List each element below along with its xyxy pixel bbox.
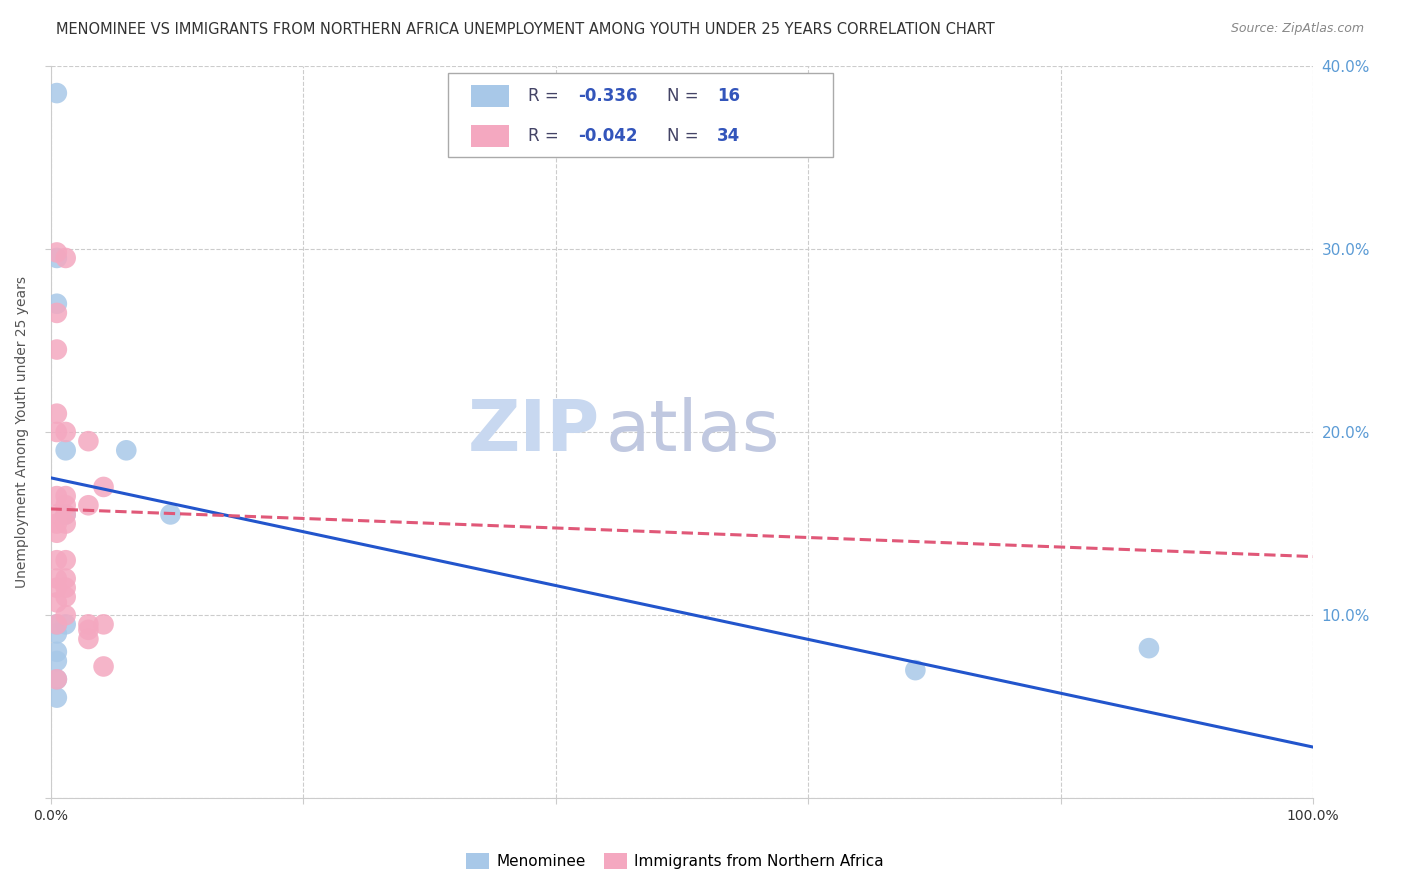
Point — [45, 425, 67, 439]
Point — [45, 86, 67, 100]
Point — [77, 498, 100, 512]
FancyBboxPatch shape — [449, 73, 834, 157]
Point — [45, 251, 67, 265]
Text: 34: 34 — [717, 128, 741, 145]
Point — [45, 690, 67, 705]
Point — [1137, 641, 1160, 656]
Text: -0.336: -0.336 — [578, 87, 638, 104]
Point — [55, 617, 77, 632]
Point — [55, 443, 77, 458]
Point — [45, 297, 67, 311]
Point — [45, 572, 67, 586]
Point — [45, 673, 67, 687]
FancyBboxPatch shape — [471, 85, 509, 107]
Text: MENOMINEE VS IMMIGRANTS FROM NORTHERN AFRICA UNEMPLOYMENT AMONG YOUTH UNDER 25 Y: MENOMINEE VS IMMIGRANTS FROM NORTHERN AF… — [56, 22, 995, 37]
FancyBboxPatch shape — [471, 125, 509, 147]
Point — [77, 632, 100, 646]
Point — [55, 425, 77, 439]
Point — [45, 489, 67, 503]
Point — [93, 659, 115, 673]
Text: 16: 16 — [717, 87, 740, 104]
Point — [55, 553, 77, 567]
Point — [45, 525, 67, 540]
Point — [93, 480, 115, 494]
Point — [45, 245, 67, 260]
Point — [45, 407, 67, 421]
Point — [45, 595, 67, 609]
Point — [45, 626, 67, 640]
Point — [904, 663, 927, 677]
Point — [45, 508, 67, 522]
Point — [77, 434, 100, 449]
Point — [55, 581, 77, 595]
Point — [115, 443, 138, 458]
Point — [45, 617, 67, 632]
Point — [45, 343, 67, 357]
Point — [55, 251, 77, 265]
Point — [55, 590, 77, 604]
Point — [45, 645, 67, 659]
Point — [55, 608, 77, 623]
Y-axis label: Unemployment Among Youth under 25 years: Unemployment Among Youth under 25 years — [15, 276, 30, 588]
Text: Source: ZipAtlas.com: Source: ZipAtlas.com — [1230, 22, 1364, 36]
Point — [77, 617, 100, 632]
Point — [77, 623, 100, 637]
Point — [55, 508, 77, 522]
Point — [55, 516, 77, 531]
Point — [45, 617, 67, 632]
Point — [45, 553, 67, 567]
Text: N =: N = — [666, 128, 703, 145]
Text: R =: R = — [527, 128, 564, 145]
Point — [93, 617, 115, 632]
Text: -0.042: -0.042 — [578, 128, 638, 145]
Text: N =: N = — [666, 87, 703, 104]
Point — [45, 306, 67, 320]
Text: R =: R = — [527, 87, 564, 104]
Point — [45, 516, 67, 531]
Point — [55, 572, 77, 586]
Point — [45, 581, 67, 595]
Point — [55, 508, 77, 522]
Text: atlas: atlas — [606, 398, 780, 467]
Point — [45, 673, 67, 687]
Point — [55, 498, 77, 512]
Legend: Menominee, Immigrants from Northern Africa: Menominee, Immigrants from Northern Afri… — [460, 847, 890, 875]
Point — [45, 654, 67, 668]
Text: ZIP: ZIP — [467, 398, 600, 467]
Point — [159, 508, 181, 522]
Point — [55, 489, 77, 503]
